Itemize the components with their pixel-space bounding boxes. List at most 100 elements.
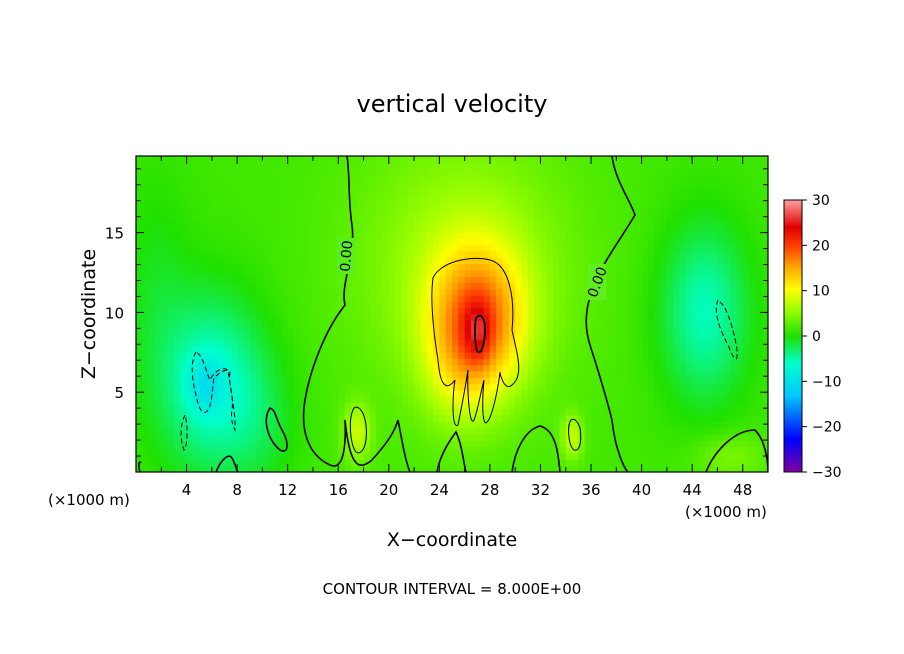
- field-cell: [180, 434, 188, 441]
- field-cell: [281, 181, 289, 189]
- field-cell: [572, 339, 579, 347]
- field-cell: [218, 427, 226, 435]
- field-cell: [641, 389, 649, 397]
- field-cell: [294, 434, 301, 441]
- field-cell: [294, 288, 301, 296]
- field-cell: [477, 263, 485, 271]
- field-cell: [192, 459, 200, 467]
- field-cell: [464, 174, 472, 182]
- field-cell: [711, 206, 719, 214]
- field-cell: [559, 212, 567, 220]
- field-cell: [679, 276, 687, 283]
- field-cell: [136, 389, 143, 397]
- field-cell: [325, 301, 333, 309]
- field-cell: [306, 244, 314, 252]
- field-cell: [154, 193, 162, 201]
- field-cell: [363, 162, 371, 170]
- field-cell: [591, 307, 598, 315]
- field-cell: [312, 200, 320, 208]
- field-cell: [647, 314, 655, 321]
- field-cell: [300, 288, 308, 296]
- field-cell: [338, 415, 346, 423]
- field-cell: [350, 389, 358, 397]
- field-cell: [268, 326, 276, 334]
- field-cell: [666, 459, 674, 467]
- field-cell: [521, 396, 529, 404]
- field-cell: [218, 156, 226, 163]
- field-cell: [660, 162, 668, 170]
- field-cell: [458, 408, 466, 416]
- field-cell: [439, 301, 447, 309]
- field-cell: [281, 156, 289, 163]
- field-cell: [458, 358, 466, 366]
- field-cell: [350, 320, 358, 328]
- field-cell: [660, 364, 668, 372]
- field-cell: [414, 168, 421, 176]
- field-cell: [540, 358, 548, 366]
- field-cell: [685, 181, 693, 189]
- field-cell: [730, 307, 737, 315]
- field-cell: [256, 320, 263, 328]
- field-cell: [426, 187, 434, 195]
- field-cell: [704, 421, 712, 429]
- field-cell: [420, 162, 428, 170]
- field-cell: [262, 326, 270, 334]
- field-cell: [445, 168, 453, 176]
- field-cell: [761, 193, 768, 201]
- field-cell: [704, 320, 712, 328]
- field-cell: [167, 244, 175, 252]
- field-cell: [597, 320, 605, 328]
- field-cell: [376, 459, 384, 467]
- field-cell: [338, 402, 346, 410]
- field-cell: [452, 351, 459, 359]
- field-cell: [452, 332, 459, 340]
- field-cell: [749, 269, 756, 277]
- field-cell: [660, 301, 668, 309]
- field-cell: [136, 231, 143, 239]
- field-cell: [382, 200, 390, 208]
- field-cell: [350, 193, 358, 201]
- field-cell: [635, 377, 643, 385]
- field-cell: [452, 288, 459, 296]
- field-cell: [616, 370, 624, 378]
- field-cell: [521, 225, 529, 233]
- field-cell: [477, 314, 485, 321]
- field-cell: [395, 440, 403, 448]
- field-cell: [369, 358, 377, 366]
- field-cell: [546, 415, 554, 423]
- field-cell: [180, 332, 188, 340]
- field-cell: [546, 301, 554, 309]
- field-cell: [508, 231, 516, 239]
- field-cell: [660, 377, 668, 385]
- field-cell: [357, 351, 365, 359]
- field-cell: [300, 459, 308, 467]
- field-cell: [357, 440, 365, 448]
- field-cell: [199, 156, 207, 163]
- field-cell: [616, 187, 624, 195]
- field-cell: [730, 276, 737, 283]
- field-cell: [559, 269, 567, 277]
- field-cell: [192, 206, 200, 214]
- field-cell: [186, 250, 194, 258]
- field-cell: [401, 219, 409, 227]
- field-cell: [452, 225, 459, 233]
- field-cell: [287, 162, 295, 170]
- field-cell: [704, 193, 712, 201]
- field-cell: [256, 219, 263, 227]
- field-cell: [452, 427, 459, 435]
- field-cell: [445, 446, 453, 454]
- field-cell: [395, 427, 403, 435]
- field-cell: [167, 383, 175, 391]
- field-cell: [350, 301, 358, 309]
- field-cell: [685, 250, 693, 258]
- field-cell: [692, 212, 700, 220]
- field-cell: [249, 326, 257, 334]
- field-cell: [452, 434, 459, 441]
- field-cell: [730, 288, 737, 296]
- field-cell: [704, 181, 712, 189]
- field-cell: [199, 314, 207, 321]
- field-cell: [369, 225, 377, 233]
- field-cell: [515, 193, 523, 201]
- field-cell: [723, 212, 731, 220]
- field-cell: [515, 156, 523, 163]
